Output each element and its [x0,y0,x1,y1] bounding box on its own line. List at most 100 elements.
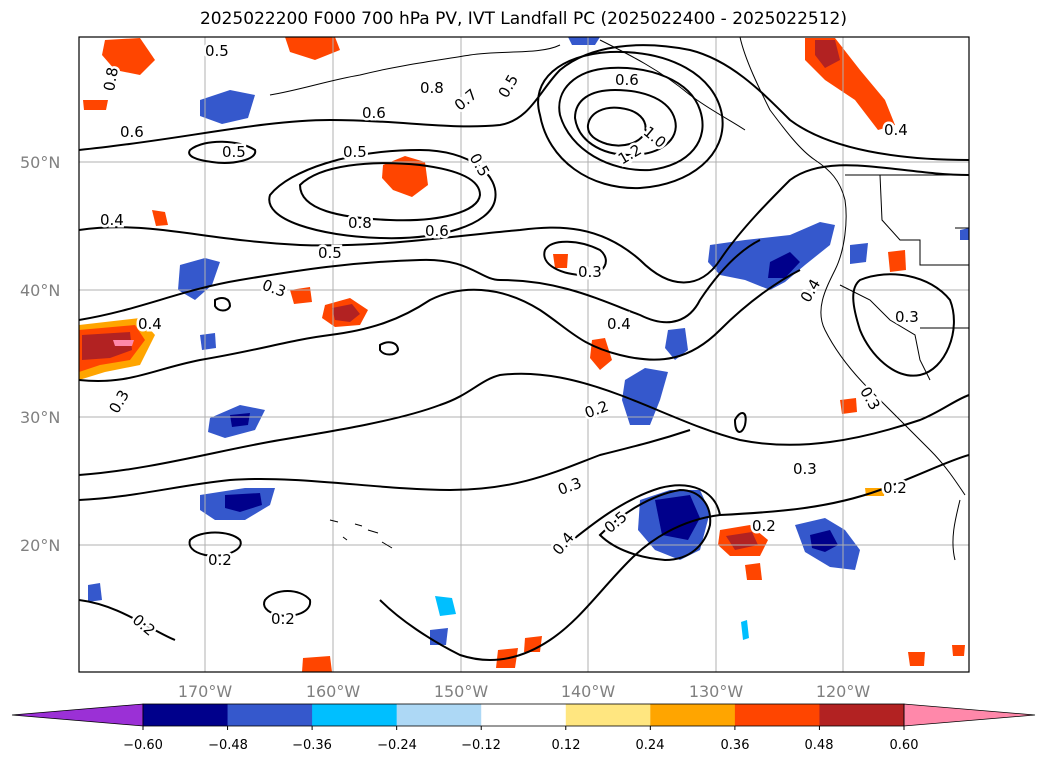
latitude-labels: 50°N 40°N 30°N 20°N [20,153,60,555]
anomaly-fill [960,228,969,240]
contour-label: 0.4 [100,211,124,229]
border [839,284,931,381]
anomaly-fill [553,254,568,268]
pv-contour [543,240,607,277]
contour-label: 0.4 [797,276,825,306]
pv-contour [268,148,497,240]
colorbar-extend-max [903,703,1036,727]
anomaly-fill [382,156,428,197]
map-area [79,37,969,672]
contour-label: 0.6 [425,222,449,240]
pv-contour [558,66,704,172]
lat-label: 50°N [20,153,60,172]
anomaly-fill [908,652,925,666]
pv-contour [79,239,761,324]
anomaly-fill [741,620,749,640]
map-frame [78,36,970,673]
pv-contour [214,297,232,312]
contour-label: 0.5 [343,143,367,161]
coastline [599,39,746,131]
pv-contour [188,531,242,557]
contour-label: 0.7 [451,85,481,114]
anomaly-fill [622,368,668,425]
lon-label: 130°W [689,682,744,701]
coastline [269,44,561,96]
anomaly-fill [302,656,332,672]
lat-label: 30°N [20,408,60,427]
contour-label: 1.0 [640,123,670,152]
colorbar-bin [396,704,482,726]
colorbar-tick-label: −0.24 [377,738,417,753]
colorbar-tick-label: 0.12 [552,738,581,753]
anomaly-fill [88,583,102,602]
anomaly-fill [225,493,262,512]
contour-label: 0.8 [348,214,372,232]
colorbar-tick-label: 0.48 [805,738,834,753]
contour-label: 0.5 [495,71,523,101]
lat-label: 40°N [20,281,60,300]
contour-label: 0.6 [615,71,639,89]
colorbar-tick-label: −0.60 [123,738,163,753]
colorbar-tick-label: 0.24 [636,738,665,753]
pv-contour [263,590,312,617]
pv-contour [379,341,400,356]
contour-label: 0.8 [100,66,122,93]
colorbar-tick-label: −0.12 [461,738,501,753]
colorbar-ticks: −0.60 −0.48 −0.36 −0.24 −0.12 0.12 0.24 … [123,738,918,753]
anomaly-fill [952,645,965,656]
anomaly-fill [285,37,340,60]
contour-label: 0.3 [856,384,884,414]
anomaly-fill [888,250,906,272]
lon-label: 160°W [306,682,361,701]
lon-label: 120°W [816,682,871,701]
contour-label: 0.4 [607,315,631,333]
colorbar-tick-label: 0.36 [721,738,750,753]
contour-label: 0.5 [318,244,342,262]
lon-label: 170°W [178,682,233,701]
contour-label: 0.2 [271,610,295,628]
pv-contour [559,484,721,551]
pv-contour [188,140,257,164]
coastlines [269,37,969,561]
pv-contour [573,88,677,157]
lon-label: 150°W [434,682,489,701]
colorbar-extend-min [11,703,144,727]
anomaly-fill [590,338,612,370]
anomaly-fill [102,38,155,75]
lon-label: 140°W [561,682,616,701]
pv-contour [298,162,482,222]
pv-contour [79,429,691,501]
anomaly-fill [430,628,448,645]
anomaly-fill [200,333,216,350]
anomaly-fill [665,328,688,360]
lat-label: 20°N [20,536,60,555]
anomaly-fill [745,563,762,580]
anomaly-fill [435,596,456,616]
colorbar-tick-label: −0.36 [292,738,332,753]
coastline [739,37,966,496]
colorbar-bin [734,704,820,726]
pv-contour [79,599,176,641]
anomaly-fill [810,530,838,552]
anomaly-fill [655,495,700,540]
contour-label: 0.3 [105,387,133,417]
contour-label: 0.4 [884,121,908,139]
colorbar-tick-label: 0.60 [890,738,919,753]
contour-label: 0.2 [883,479,907,497]
anomaly-fill [230,413,250,427]
contour-label: 0.2 [129,611,159,640]
pv-contour [79,269,801,382]
anomaly-fill [840,398,857,414]
contour-label: 0.6 [120,123,144,141]
anomaly-fill [290,287,312,304]
contour-label: 0.3 [555,474,584,499]
colorbar-bin [819,704,905,726]
pv-contour [598,488,712,562]
longitude-labels: 170°W 160°W 150°W 140°W 130°W 120°W [178,682,871,701]
chart-title: 2025022200 F000 700 hPa PV, IVT Landfall… [199,9,847,29]
colorbar-bin [565,704,651,726]
contour-label: 0.5 [222,143,246,161]
contour-label: 0.2 [752,517,776,535]
contour-label: 0.3 [260,276,289,301]
anomaly-fill [82,332,132,360]
